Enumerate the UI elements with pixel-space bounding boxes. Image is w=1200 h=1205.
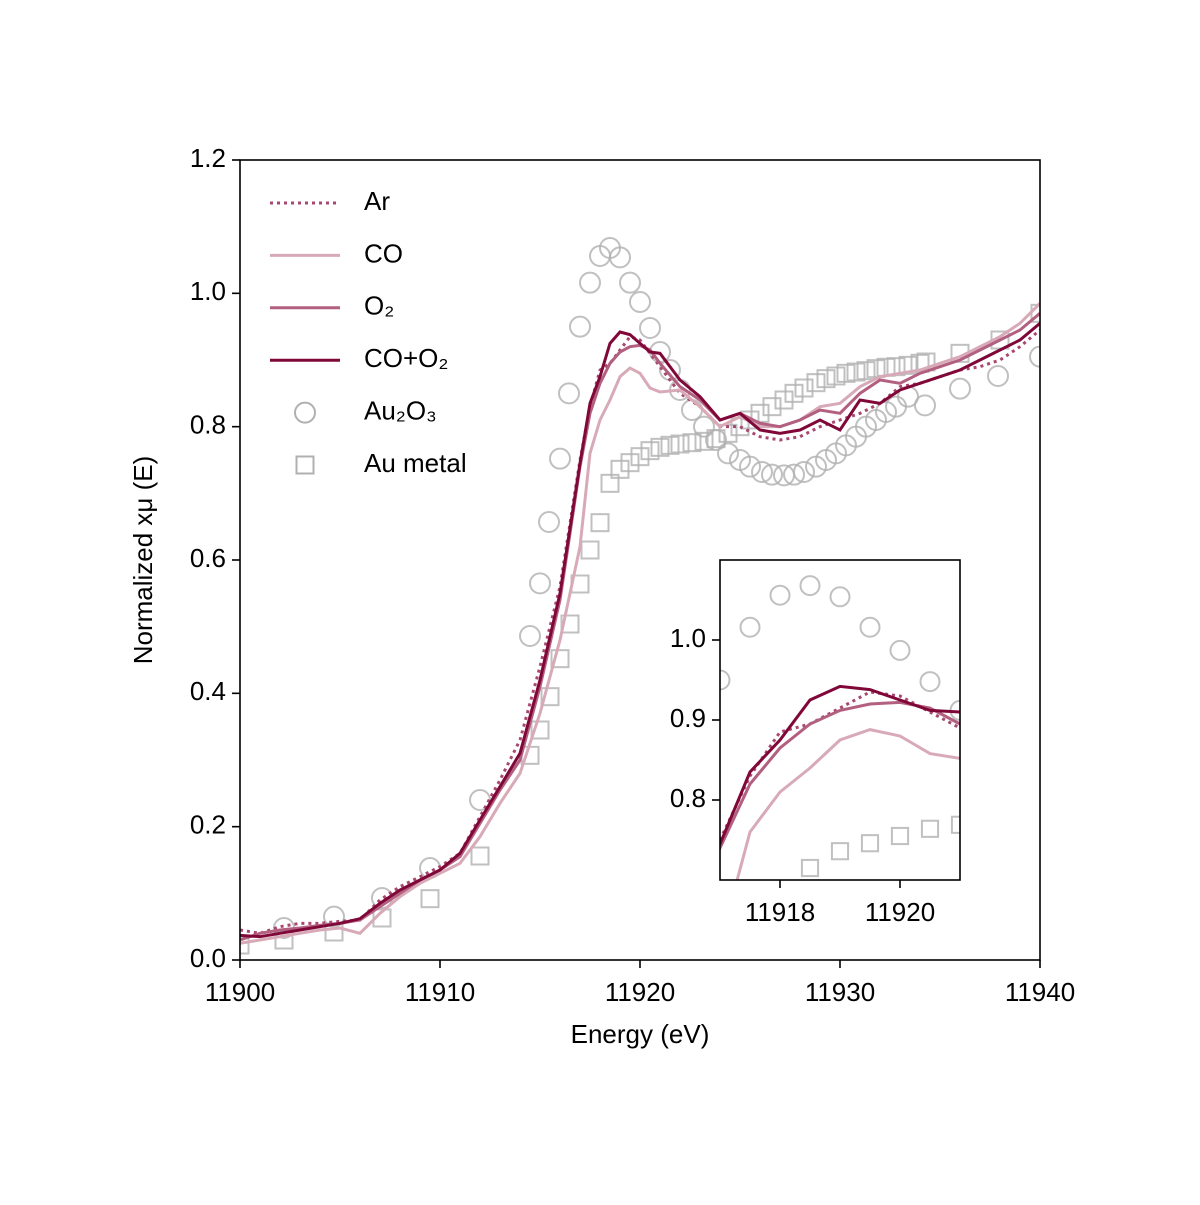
x-tick-label: 11940	[1005, 977, 1075, 1007]
y-tick-label: 0.8	[190, 410, 226, 440]
y-tick-label: 1.0	[670, 623, 706, 653]
legend-label: O₂	[364, 291, 394, 321]
au-metal-point	[1084, 810, 1100, 826]
au-metal-point	[652, 1070, 668, 1086]
plot-background	[720, 560, 960, 880]
x-tick-label: 11918	[745, 897, 815, 927]
legend-label: CO	[364, 238, 403, 268]
y-axis-label: Normalized xμ (E)	[128, 456, 158, 665]
au-metal-point	[592, 1156, 608, 1172]
x-tick-label: 11920	[865, 897, 935, 927]
au-metal-point	[1192, 792, 1200, 808]
y-tick-label: 0.2	[190, 810, 226, 840]
y-tick-label: 0.4	[190, 676, 226, 706]
x-tick-label: 11900	[205, 977, 275, 1007]
legend-label: Au₂O₃	[364, 395, 437, 425]
au-metal-point	[1156, 800, 1172, 816]
legend-label: Ar	[364, 186, 390, 216]
legend-label: CO+O₂	[364, 343, 449, 373]
au-metal-point	[622, 1116, 638, 1132]
x-tick-label: 11930	[805, 977, 875, 1007]
y-tick-label: 1.2	[190, 143, 226, 173]
x-tick-label: 11920	[605, 977, 675, 1007]
au2o3-point	[1047, 771, 1066, 790]
au-metal-point	[712, 981, 728, 997]
y-tick-label: 0.6	[190, 543, 226, 573]
au-metal-point	[562, 1186, 578, 1200]
y-tick-label: 0.9	[670, 703, 706, 733]
y-tick-label: 0.0	[190, 943, 226, 973]
x-axis-label: Energy (eV)	[571, 1019, 710, 1049]
legend-label: Au metal	[364, 448, 467, 478]
au-metal-point	[1048, 811, 1064, 827]
y-tick-label: 1.0	[190, 276, 226, 306]
au2o3-point	[1155, 823, 1174, 842]
y-tick-label: 0.8	[670, 783, 706, 813]
au2o3-point	[1083, 791, 1102, 810]
au2o3-point	[1191, 831, 1200, 850]
au-metal-point	[1120, 806, 1136, 822]
au2o3-point	[1119, 807, 1138, 826]
x-tick-label: 11910	[405, 977, 475, 1007]
